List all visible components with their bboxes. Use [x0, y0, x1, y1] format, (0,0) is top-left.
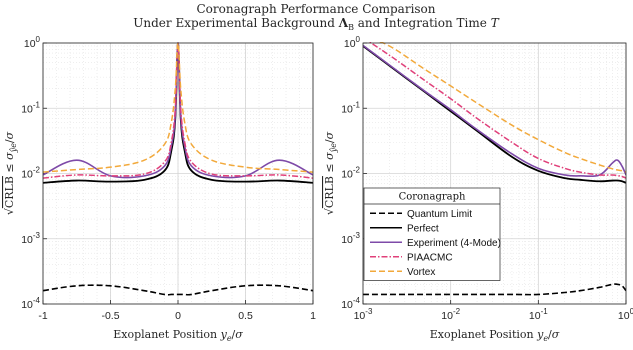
y-tick-label: 10-1 [341, 100, 360, 115]
x-tick-label: -0.5 [101, 310, 119, 322]
x-tick-label: 10-3 [354, 307, 373, 322]
axes-frame [42, 42, 314, 305]
figure-subtitle: Under Experimental Background ΛB and Int… [133, 16, 499, 32]
x-tick-label: 10-2 [441, 307, 460, 322]
y-axis-label: √CRLB ≤ σŷe/σ [323, 131, 338, 215]
y-tick-label: 10-4 [21, 296, 40, 311]
x-tick-label: 100 [618, 307, 633, 322]
x-axis-label: Exoplanet Position ye/σ [113, 328, 243, 343]
series-line-quantum-limit [43, 284, 313, 296]
series-group [363, 42, 626, 296]
series-line-experiment-4-mode [363, 44, 626, 178]
legend-entry-label: Perfect [407, 223, 439, 234]
legend-entry-label: Quantum Limit [407, 209, 472, 220]
y-tick-label: 10-4 [341, 296, 360, 311]
legend-entry-label: Vortex [407, 267, 435, 278]
x-tick-label: 0 [175, 310, 181, 322]
legend-title: Coronagraph [399, 192, 466, 203]
y-axis-label: √CRLB ≤ σŷe/σ [3, 131, 18, 215]
y-tick-label: 10-2 [21, 166, 40, 181]
figure-title: Coronagraph Performance Comparison [196, 2, 435, 16]
x-axis-label: Exoplanet Position ye/σ [430, 328, 560, 343]
x-tick-label: -1 [38, 310, 47, 322]
x-tick-label: 1 [310, 310, 316, 322]
y-tick-label: 100 [24, 35, 41, 50]
y-tick-label: 10-1 [21, 100, 40, 115]
y-tick-label: 10-3 [21, 231, 40, 246]
minor-grid [363, 43, 626, 304]
series-line-piaacmc [368, 42, 626, 179]
x-tick-label: 10-1 [529, 307, 548, 322]
y-tick-label: 10-2 [341, 166, 360, 181]
legend-box [363, 187, 501, 281]
legend: Coronagraph Quantum Limit Perfect Experimen… [363, 187, 501, 281]
axes-frame [362, 42, 627, 305]
x-tick-label: 0.5 [238, 310, 253, 322]
y-tick-label: 10-3 [341, 231, 360, 246]
legend-entry-label: Experiment (4-Mode) [407, 238, 501, 249]
legend-entry-label: PIAACMC [407, 252, 453, 263]
series-line-vortex [379, 42, 626, 173]
left-panel: 10-4 10-3 10-2 10-1 100 -1 -0.5 0 0.5 1 Exoplanet … [3, 35, 316, 343]
y-tick-label: 100 [344, 35, 361, 50]
series-line-quantum-limit [363, 283, 626, 296]
